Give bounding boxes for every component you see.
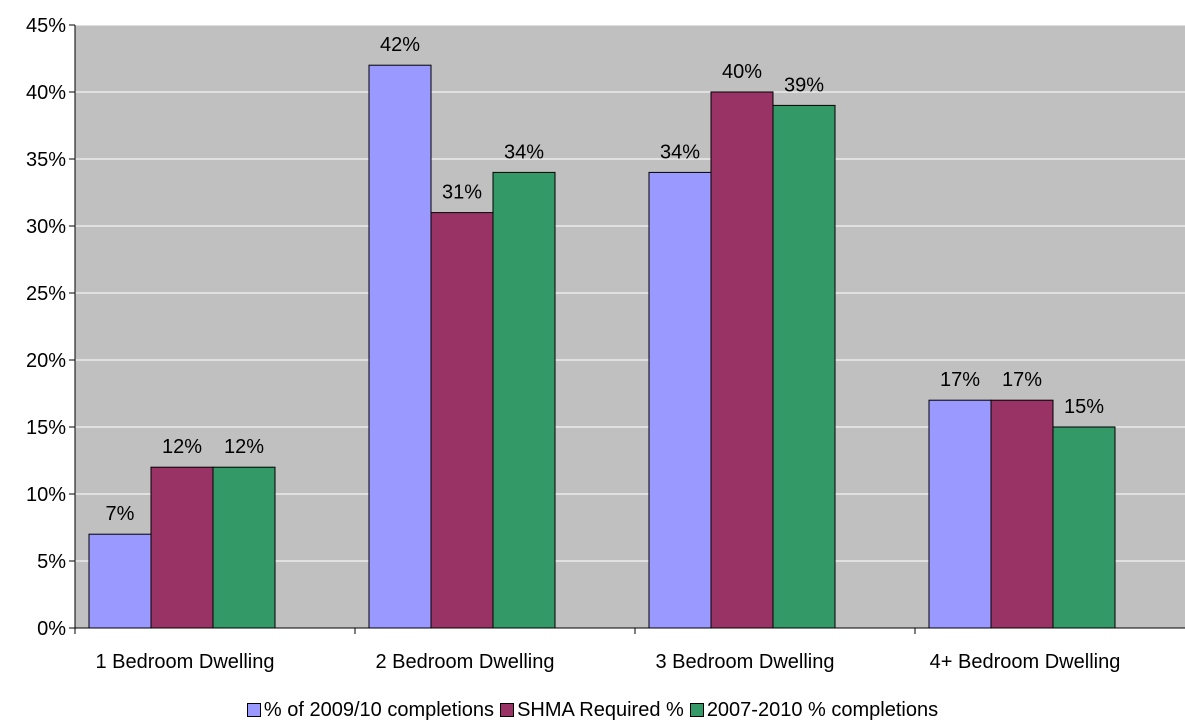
data-label: 34%	[660, 141, 700, 163]
data-label: 12%	[224, 436, 264, 458]
y-tick-label: 5%	[37, 551, 66, 573]
data-label: 17%	[1002, 369, 1042, 391]
y-tick-label: 20%	[26, 350, 66, 372]
bars	[88, 64, 1116, 629]
data-label: 42%	[380, 34, 420, 56]
bar	[1052, 426, 1116, 629]
y-tick-label: 40%	[26, 82, 66, 104]
x-tick-label: 2 Bedroom Dwelling	[376, 651, 555, 673]
data-label: 31%	[442, 182, 482, 204]
data-label: 7%	[106, 503, 135, 525]
y-tick-label: 0%	[37, 618, 66, 640]
legend-item: 2007-2010 % completions	[689, 698, 939, 722]
data-label: 17%	[940, 369, 980, 391]
legend-label: SHMA Required %	[517, 698, 684, 721]
data-label: 15%	[1064, 396, 1104, 418]
x-tick-label: 4+ Bedroom Dwelling	[930, 651, 1121, 673]
data-label: 40%	[722, 61, 762, 83]
y-tick-label: 45%	[26, 15, 66, 37]
bar	[368, 64, 432, 629]
bar	[990, 399, 1054, 629]
data-label: 34%	[504, 141, 544, 163]
y-tick-label: 25%	[26, 283, 66, 305]
bar-chart: 7% 12% 12% 42% 31% 34% 34% 40% 39% 17% 17% 15% 0% 5%…	[26, 15, 1185, 673]
legend-label: 2007-2010 % completions	[706, 698, 939, 721]
x-tick-label: 1 Bedroom Dwelling	[96, 651, 275, 673]
y-tick-label: 10%	[26, 484, 66, 506]
data-label: 39%	[784, 74, 824, 96]
data-label: 12%	[162, 436, 202, 458]
bar	[150, 466, 214, 629]
bar	[648, 171, 712, 629]
bar	[212, 466, 276, 629]
x-tick-label: 3 Bedroom Dwelling	[656, 651, 835, 673]
x-axis-ticks: 1 Bedroom Dwelling 2 Bedroom Dwelling 3 Be…	[74, 628, 1121, 673]
y-axis-ticks: 0% 5% 10% 15% 20% 25% 30% 35% 40% 45%	[26, 15, 75, 640]
bar	[772, 104, 836, 629]
bar	[710, 91, 774, 629]
legend-item: % of 2009/10 completions	[246, 698, 495, 722]
legend-swatch	[500, 703, 515, 717]
legend-swatch	[246, 703, 261, 717]
y-tick-label: 30%	[26, 216, 66, 238]
legend-swatch	[689, 703, 704, 717]
data-labels: 7% 12% 12% 42% 31% 34% 34% 40% 39% 17% 17% 15%	[106, 34, 1105, 525]
bar	[928, 399, 992, 629]
y-tick-label: 15%	[26, 417, 66, 439]
y-tick-label: 35%	[26, 149, 66, 171]
legend-label: % of 2009/10 completions	[263, 698, 495, 721]
bar	[430, 212, 494, 629]
bar	[492, 171, 556, 629]
legend: % of 2009/10 completions SHMA Required %…	[0, 698, 1185, 722]
legend-item: SHMA Required %	[500, 699, 684, 722]
bar	[88, 533, 152, 629]
